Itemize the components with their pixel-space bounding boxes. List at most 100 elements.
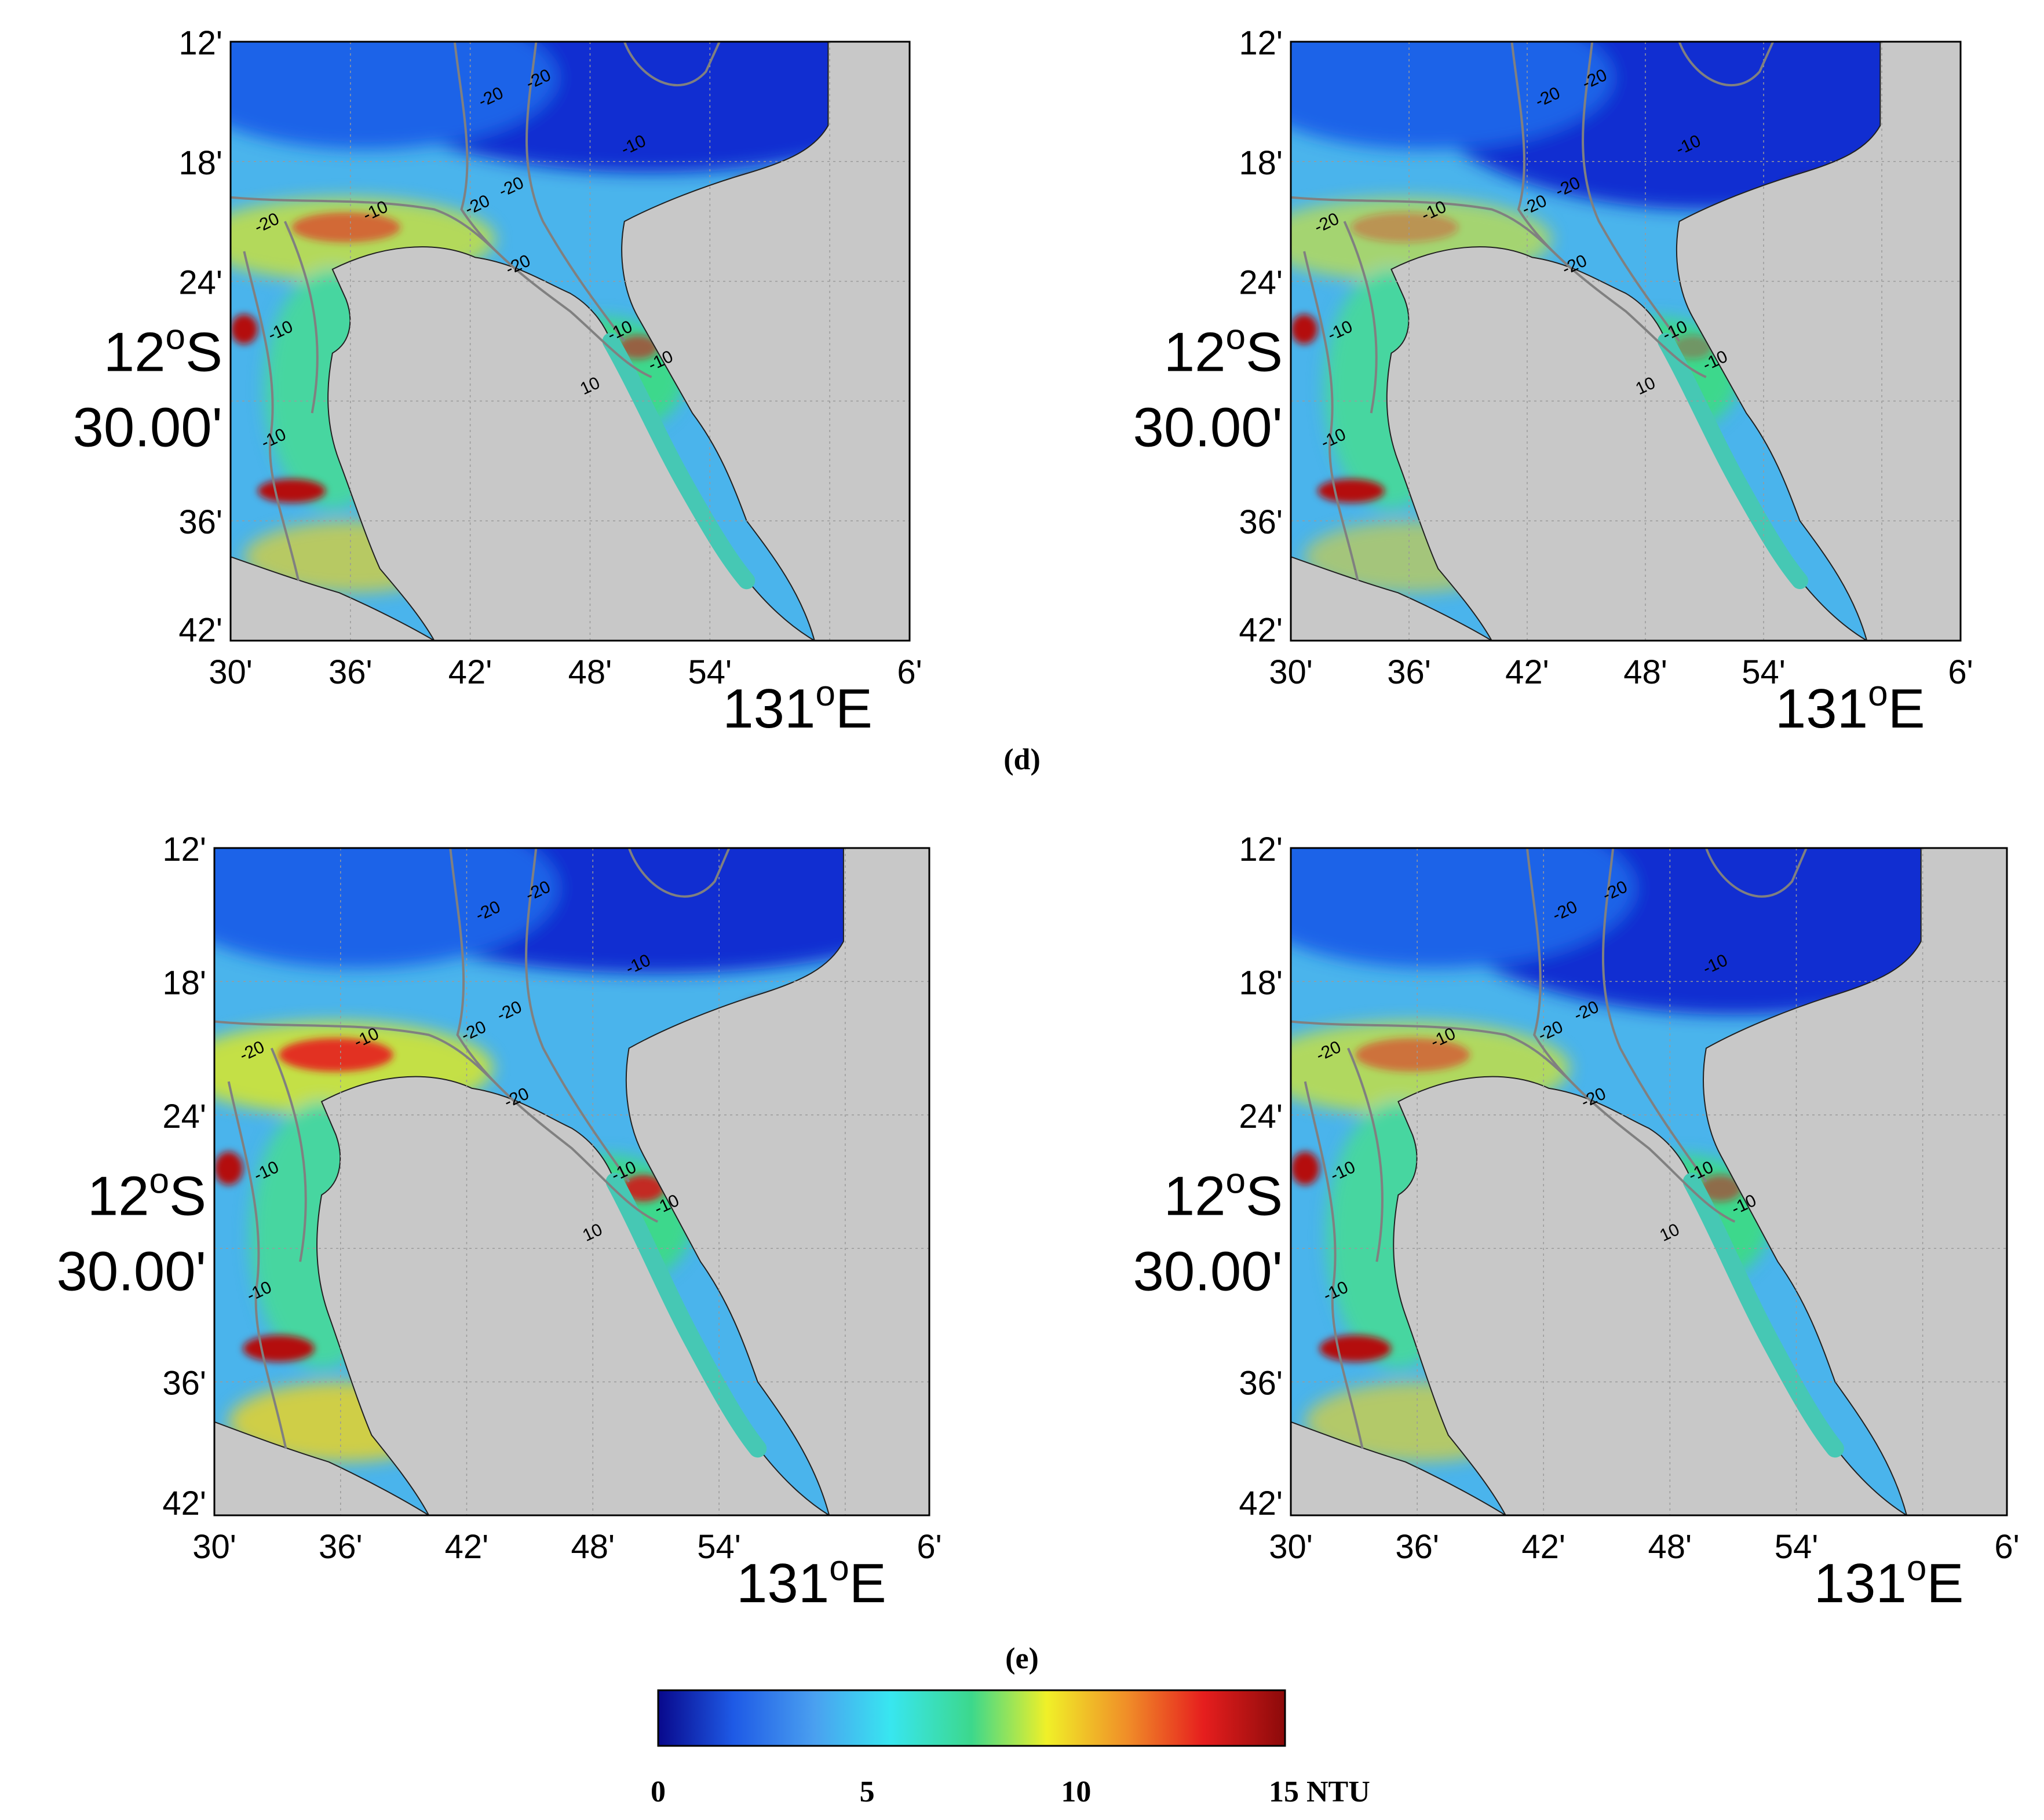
lat-tick-label: 24'	[162, 1098, 206, 1135]
map-panels: -20-20-10-10-20-20-20-10-20-10-1010-1012…	[56, 24, 2019, 1614]
colorbar: 0 5 10 15 NTU	[651, 1689, 1370, 1808]
lat-main-label: 12oS	[1164, 1161, 1283, 1227]
lon-tick-label: 30'	[1269, 1528, 1313, 1566]
lat-tick-label: 42'	[162, 1485, 206, 1522]
lat-tick-label: 12'	[1239, 24, 1283, 62]
lat-tick-label: 18'	[1239, 964, 1283, 1002]
lon-tick-label: 42'	[448, 653, 492, 691]
depth-contour	[1303, 251, 1359, 582]
lon-tick-label: 30'	[209, 653, 253, 691]
map-panel-e-right: -20-20-10-10-20-20-20-10-20-10-1010-1012…	[1133, 831, 2019, 1614]
lat-tick-label: 18'	[1239, 144, 1283, 182]
depth-contour	[1343, 221, 1378, 414]
estuary-channel	[1682, 1172, 1844, 1458]
lat-tick-label: 36'	[162, 1365, 206, 1402]
lon-tick-label: 6'	[1994, 1528, 2019, 1566]
lon-tick-label: 48'	[1648, 1528, 1692, 1566]
lon-tick-label: 30'	[192, 1528, 236, 1566]
depth-contour	[243, 251, 300, 582]
lon-tick-label: 42'	[1505, 653, 1549, 691]
lat-main-label: 12oS	[1164, 317, 1283, 383]
depth-contour	[1291, 1020, 1593, 1103]
lon-tick-label: 54'	[1775, 1528, 1819, 1566]
depth-contour	[1582, 42, 1681, 342]
depth-contour	[1678, 42, 1775, 87]
depth-contour	[623, 42, 721, 87]
colorbar-tick-label: 5	[860, 1775, 875, 1808]
lon-tick-label: 36'	[329, 653, 373, 691]
map-panel-d-left: -20-20-10-10-20-20-20-10-20-10-1010-1012…	[72, 24, 922, 740]
depth-contour	[525, 42, 626, 342]
lon-tick-label: 54'	[688, 653, 732, 691]
lat-tick-label: 18'	[178, 144, 222, 182]
lon-main-label: 131oE	[1775, 674, 1925, 740]
lon-tick-label: 48'	[568, 653, 612, 691]
colorbar-tick-label: 10	[1061, 1775, 1091, 1808]
lat-tick-label: 42'	[1239, 1485, 1283, 1522]
lat-main-label: 12oS	[87, 1161, 206, 1227]
lon-tick-label: 48'	[571, 1528, 615, 1566]
depth-contour	[270, 1047, 307, 1262]
lat-minute-label: 30.00'	[72, 397, 222, 459]
lon-main-label: 131oE	[722, 674, 873, 740]
lat-minute-label: 30.00'	[56, 1241, 206, 1303]
lat-tick-label: 18'	[162, 964, 206, 1002]
depth-contour	[1602, 848, 1707, 1183]
lat-tick-label: 36'	[1239, 503, 1283, 541]
panel-frame	[229, 41, 911, 642]
map-panel-d-right: -20-20-10-10-20-20-20-10-20-10-1010-1012…	[1133, 24, 1973, 740]
panel-frame	[213, 847, 930, 1516]
depth-contour	[1347, 1047, 1384, 1262]
lon-tick-label: 6'	[917, 1528, 941, 1566]
depth-contour	[1705, 848, 1808, 898]
lat-tick-label: 24'	[1239, 264, 1283, 302]
land-mass	[231, 556, 436, 641]
land-mass	[1676, 42, 1961, 641]
lat-tick-label: 12'	[1239, 831, 1283, 868]
map-panel-e-left: -20-20-10-10-20-20-20-10-20-10-1010-1012…	[56, 831, 941, 1614]
lat-tick-label: 12'	[178, 24, 222, 62]
depth-contour	[525, 848, 630, 1183]
land-mass	[1291, 1421, 1507, 1515]
lat-minute-label: 30.00'	[1133, 397, 1283, 459]
depth-contour	[1304, 1081, 1364, 1449]
depth-contour	[214, 1020, 516, 1103]
land-mass	[214, 1421, 430, 1515]
land-mass	[625, 848, 929, 1515]
figure-labels: (d) (e)	[1003, 743, 1041, 1675]
lon-tick-label: 42'	[1521, 1528, 1565, 1566]
panel-frame	[1290, 847, 2008, 1516]
lat-tick-label: 36'	[178, 503, 222, 541]
lon-tick-label: 42'	[445, 1528, 489, 1566]
colorbar-tick-label: 0	[651, 1775, 666, 1808]
lon-tick-label: 36'	[319, 1528, 363, 1566]
depth-contour	[1291, 196, 1573, 271]
lon-tick-label: 54'	[697, 1528, 741, 1566]
colorbar-gradient	[657, 1689, 1286, 1747]
lat-minute-label: 30.00'	[1133, 1241, 1283, 1303]
panel-label-e: (e)	[1005, 1642, 1039, 1675]
lat-tick-label: 24'	[1239, 1098, 1283, 1135]
estuary-channel	[605, 1172, 767, 1458]
lon-main-label: 131oE	[1814, 1548, 1964, 1614]
lon-tick-label: 6'	[897, 653, 922, 691]
lon-tick-label: 54'	[1742, 653, 1786, 691]
estuary-channel	[602, 332, 755, 590]
lon-tick-label: 6'	[1948, 653, 1973, 691]
lat-tick-label: 12'	[162, 831, 206, 868]
depth-contour	[283, 221, 319, 414]
lat-tick-label: 42'	[178, 611, 222, 649]
panel-frame	[1290, 41, 1962, 642]
depth-contour	[627, 848, 731, 898]
depth-contour	[231, 196, 517, 271]
lat-main-label: 12oS	[104, 317, 222, 383]
depth-contour	[227, 1081, 287, 1449]
land-mass	[1291, 556, 1493, 641]
panel-label-d: (d)	[1003, 743, 1041, 776]
colorbar-tick-label: 15 NTU	[1269, 1775, 1370, 1808]
lat-tick-label: 36'	[1239, 1365, 1283, 1402]
lat-tick-label: 24'	[178, 264, 222, 302]
lon-tick-label: 30'	[1269, 653, 1313, 691]
lon-main-label: 131oE	[736, 1548, 886, 1614]
